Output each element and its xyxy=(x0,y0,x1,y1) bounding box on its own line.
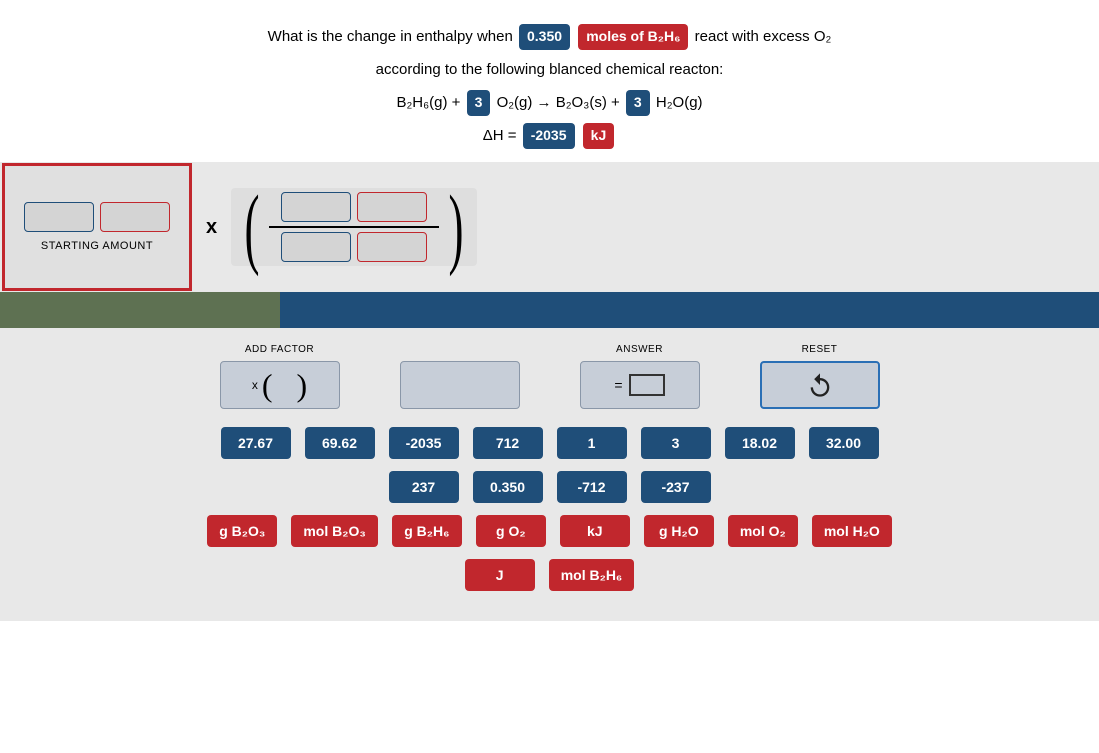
number-tile[interactable]: 237 xyxy=(389,471,459,503)
unit-tile[interactable]: g B₂O₃ xyxy=(207,515,277,547)
add-factor-button[interactable]: x ( ) xyxy=(220,361,340,409)
unit-tile[interactable]: mol B₂O₃ xyxy=(291,515,377,547)
reset-label: RESET xyxy=(802,344,838,355)
number-tile[interactable]: 0.350 xyxy=(473,471,543,503)
unit-tile[interactable]: mol O₂ xyxy=(728,515,798,547)
coeff-pill: 3 xyxy=(467,90,491,116)
q-text: react with excess O₂ xyxy=(695,28,832,45)
multiply-symbol: x xyxy=(206,216,217,239)
undo-icon xyxy=(806,371,834,399)
denom-value-slot[interactable] xyxy=(281,232,351,262)
reset-button[interactable] xyxy=(760,361,880,409)
workspace-row: STARTING AMOUNT x ( ) xyxy=(0,162,1099,292)
unit-tile[interactable]: J xyxy=(465,559,535,591)
answer-group: ANSWER = xyxy=(580,344,700,409)
coeff-pill: 3 xyxy=(626,90,650,116)
fraction-line xyxy=(269,226,439,228)
q-text: What is the change in enthalpy when xyxy=(268,28,513,45)
unit-tile[interactable]: g H₂O xyxy=(644,515,714,547)
conversion-factor[interactable]: ( ) xyxy=(231,188,477,266)
fraction xyxy=(269,192,439,262)
equation-line: B₂H₆(g) + 3 O₂(g) → B₂O₃(s) + 3 H₂O(g) xyxy=(40,86,1059,119)
starting-amount-label: STARTING AMOUNT xyxy=(41,240,153,252)
add-factor-group: ADD FACTOR x ( ) xyxy=(220,344,340,409)
blank-group xyxy=(400,344,520,409)
starting-amount-slots xyxy=(24,202,170,232)
number-tile[interactable]: 712 xyxy=(473,427,543,459)
eq-text: H₂O(g) xyxy=(656,94,703,111)
number-tile[interactable]: 27.67 xyxy=(221,427,291,459)
unit-tile[interactable]: g B₂H₆ xyxy=(392,515,462,547)
unit-tile-row-2: Jmol B₂H₆ xyxy=(465,559,635,591)
equals-icon: = xyxy=(614,377,622,393)
amount-value-pill: 0.350 xyxy=(519,24,570,50)
add-factor-label: ADD FACTOR xyxy=(245,344,314,355)
question-block: What is the change in enthalpy when 0.35… xyxy=(0,0,1099,162)
blank-button[interactable] xyxy=(400,361,520,409)
number-tile[interactable]: 3 xyxy=(641,427,711,459)
numer-value-slot[interactable] xyxy=(281,192,351,222)
question-line-1: What is the change in enthalpy when 0.35… xyxy=(40,20,1059,53)
numer-unit-slot[interactable] xyxy=(357,192,427,222)
answer-button[interactable]: = xyxy=(580,361,700,409)
green-bar-segment xyxy=(0,292,280,328)
control-buttons-row: ADD FACTOR x ( ) ANSWER = RESET xyxy=(220,344,880,409)
amount-unit-pill: moles of B₂H₆ xyxy=(578,24,688,50)
paren-left-icon: ( xyxy=(245,196,260,259)
unit-tile-row-1: g B₂O₃ mol B₂O₃ g B₂H₆ g O₂ kJ g H₂O mol O₂ mol… xyxy=(207,515,892,547)
number-tile-row-1: 27.67 69.62 -2035 712 13 18.02 32.00 xyxy=(221,427,879,459)
start-unit-slot[interactable] xyxy=(100,202,170,232)
denom-unit-slot[interactable] xyxy=(357,232,427,262)
starting-amount-box[interactable]: STARTING AMOUNT xyxy=(2,163,192,291)
tile-bank: 27.6769.62-20357121318.0232.00 2370.350-… xyxy=(207,427,892,591)
dh-unit-pill: kJ xyxy=(583,123,615,149)
number-tile[interactable]: -712 xyxy=(557,471,627,503)
delta-h-line: ΔH = -2035 kJ xyxy=(40,119,1059,152)
blue-bar-segment xyxy=(280,292,1099,328)
eq-text: B₂H₆(g) + xyxy=(396,94,460,111)
blank-label xyxy=(458,344,461,355)
answer-label: ANSWER xyxy=(616,344,663,355)
reset-group: RESET xyxy=(760,344,880,409)
controls-panel: ADD FACTOR x ( ) ANSWER = RESET xyxy=(0,328,1099,621)
question-line-2: according to the following blanced chemi… xyxy=(40,53,1059,86)
start-value-slot[interactable] xyxy=(24,202,94,232)
number-tile[interactable]: 69.62 xyxy=(305,427,375,459)
eq-text: O₂(g) → B₂O₃(s) + xyxy=(497,94,620,111)
dh-value-pill: -2035 xyxy=(523,123,575,149)
number-tile-row-2: 237 0.350 -712 -237 xyxy=(389,471,711,503)
number-tile[interactable]: -2035 xyxy=(389,427,459,459)
paren-right-icon: ) xyxy=(449,196,464,259)
unit-tile[interactable]: mol B₂H₆ xyxy=(549,559,635,591)
number-tile[interactable]: 18.02 xyxy=(725,427,795,459)
unit-tile[interactable]: mol H₂O xyxy=(812,515,892,547)
number-tile[interactable]: 32.00 xyxy=(809,427,879,459)
unit-tile[interactable]: kJ xyxy=(560,515,630,547)
color-divider-bar xyxy=(0,292,1099,328)
number-tile[interactable]: 1 xyxy=(557,427,627,459)
unit-tile[interactable]: g O₂ xyxy=(476,515,546,547)
number-tile[interactable]: -237 xyxy=(641,471,711,503)
answer-slot xyxy=(629,374,665,396)
dh-label: ΔH = xyxy=(483,127,517,144)
